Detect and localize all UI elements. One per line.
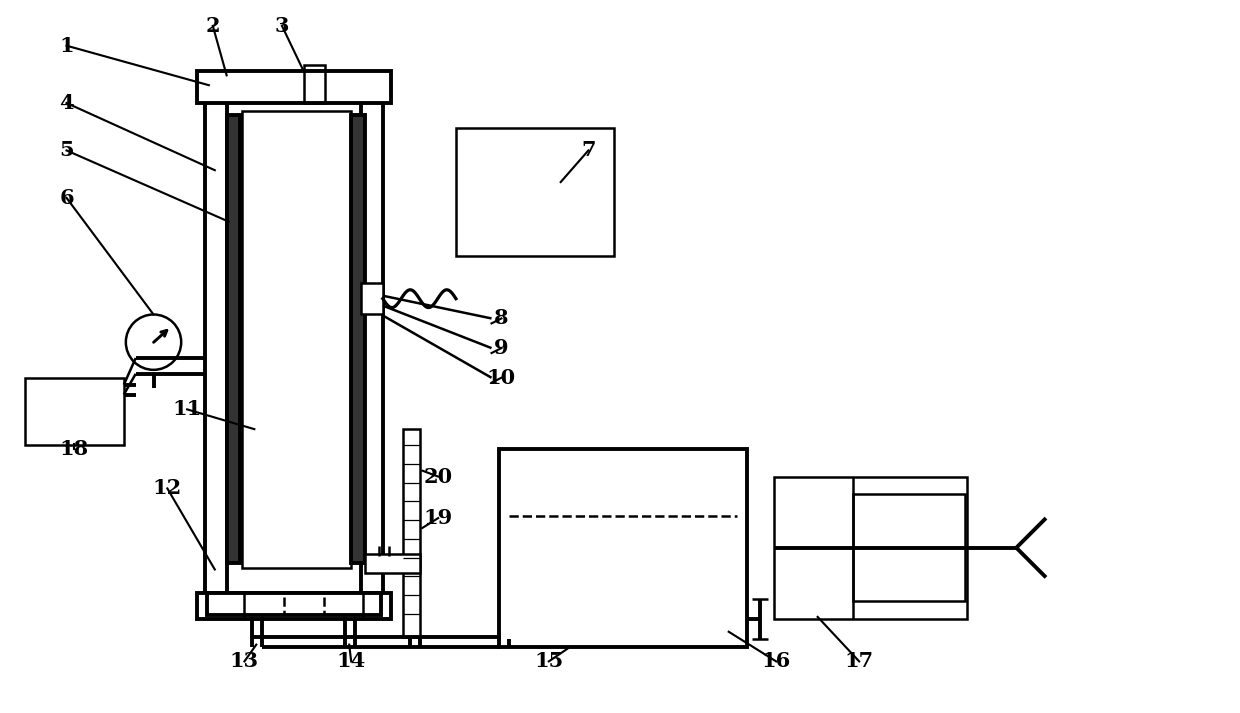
Text: 2: 2 (206, 16, 221, 36)
Bar (853, 494, 965, 601)
Bar (361, 283, 383, 314)
Bar (365, 554, 420, 573)
Bar (456, 128, 614, 256)
Circle shape (125, 314, 181, 370)
Text: 3: 3 (275, 16, 289, 36)
Bar (205, 78, 227, 599)
Text: 14: 14 (336, 652, 366, 672)
Bar (197, 593, 391, 619)
Text: 6: 6 (60, 188, 74, 208)
Text: 7: 7 (582, 140, 595, 160)
Text: 1: 1 (60, 36, 74, 56)
Text: 18: 18 (60, 439, 89, 459)
Bar (351, 115, 365, 563)
Text: 16: 16 (761, 652, 791, 672)
Bar (227, 115, 241, 563)
Text: 13: 13 (229, 652, 259, 672)
Text: 19: 19 (424, 508, 453, 528)
Text: 20: 20 (424, 466, 453, 486)
Text: 15: 15 (534, 652, 563, 672)
Text: 4: 4 (60, 93, 74, 113)
Text: 8: 8 (495, 309, 508, 329)
Text: 9: 9 (494, 338, 508, 358)
Bar (243, 111, 351, 568)
Text: 11: 11 (172, 399, 202, 419)
Bar (500, 449, 746, 647)
Text: 10: 10 (487, 368, 516, 388)
Text: 17: 17 (844, 652, 874, 672)
Bar (774, 476, 967, 619)
Text: 12: 12 (153, 478, 182, 498)
Bar (403, 429, 420, 637)
Bar (361, 78, 383, 599)
Bar (25, 378, 124, 445)
Text: 5: 5 (60, 140, 74, 160)
Bar (304, 66, 325, 103)
Bar (207, 593, 381, 615)
Bar (197, 71, 391, 103)
